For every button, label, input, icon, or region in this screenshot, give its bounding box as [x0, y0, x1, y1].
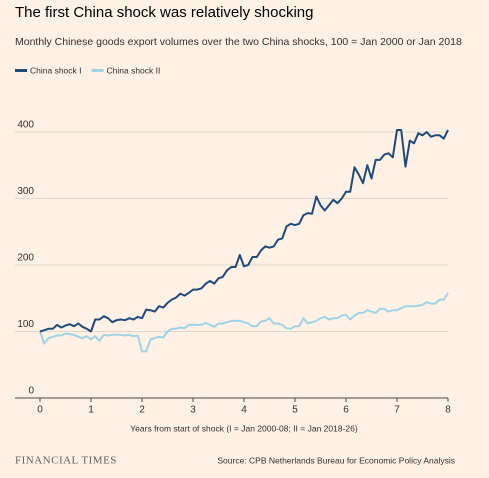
legend-label: China shock II — [107, 65, 161, 75]
x-tick-label: 5 — [292, 405, 298, 416]
legend-label: China shock I — [30, 65, 82, 75]
publisher: FINANCIAL TIMES — [15, 455, 117, 467]
x-tick-label: 1 — [88, 405, 94, 416]
y-tick-label: 100 — [17, 319, 34, 330]
x-tick-label: 6 — [343, 405, 349, 416]
x-tick-label: 7 — [394, 405, 400, 416]
chart-title: The first China shock was relatively sho… — [15, 4, 313, 21]
legend-swatch — [15, 69, 27, 72]
legend-swatch — [91, 69, 104, 72]
x-tick-label: 0 — [37, 405, 43, 416]
source: Source: CPB Netherlands Bureau for Econo… — [217, 455, 455, 465]
x-tick-label: 2 — [139, 405, 145, 416]
line — [39, 129, 449, 333]
x-tick-label: 4 — [241, 405, 247, 416]
y-tick-label: 200 — [17, 253, 34, 264]
x-tick-label: 3 — [190, 405, 196, 416]
y-tick-label: 300 — [17, 186, 34, 197]
x-tick-label: 8 — [445, 405, 451, 416]
y-tick-label: 400 — [17, 120, 34, 131]
chart-subtitle: Monthly Chinese goods export volumes ove… — [15, 36, 462, 48]
y-tick-label: 0 — [28, 386, 34, 397]
line — [39, 292, 449, 353]
x-axis-label: Years from start of shock (I = Jan 2000-… — [130, 423, 358, 433]
